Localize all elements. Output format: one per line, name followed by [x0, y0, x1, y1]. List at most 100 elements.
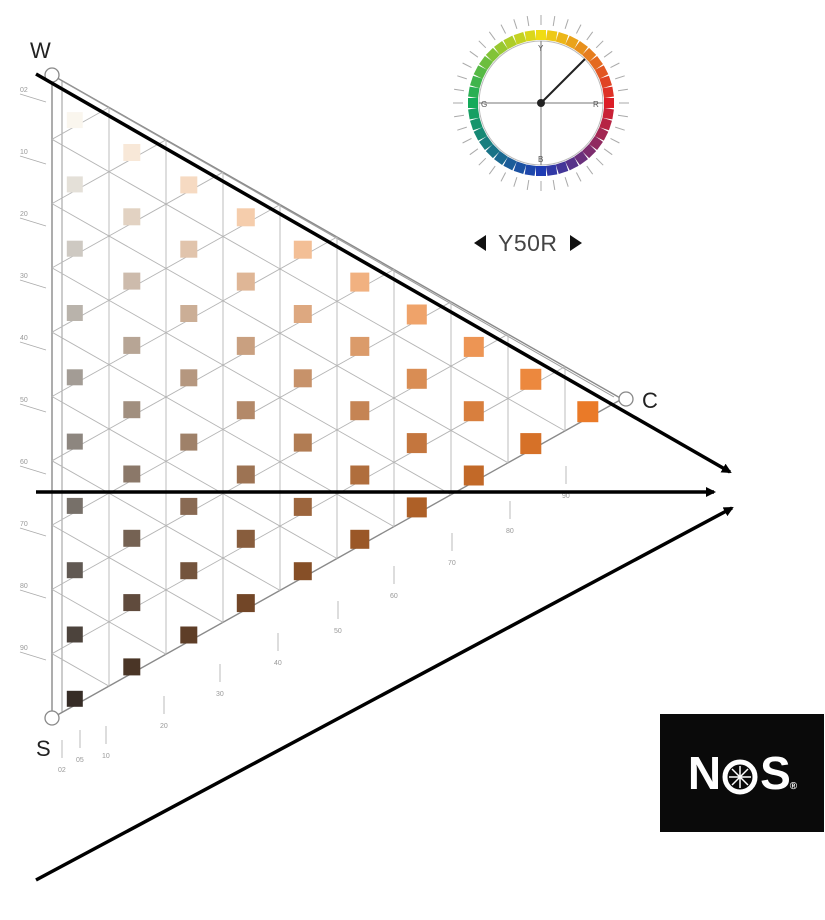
annotation-arrows [35, 72, 734, 882]
hue-tick-mark [615, 126, 625, 131]
color-swatch [123, 144, 141, 161]
hue-tick-mark [610, 137, 620, 144]
color-swatch [236, 529, 255, 548]
hue-swatch [494, 151, 508, 165]
hue-swatch [574, 151, 588, 165]
hue-swatch [574, 41, 588, 55]
hue-circle-label: R [593, 100, 599, 109]
blackness-tick-label: 50 [20, 397, 28, 404]
hue-swatch [565, 35, 579, 50]
inner-frame-line [61, 80, 615, 398]
chromaticness-tick-label: 70 [448, 560, 456, 567]
hue-tick-mark [564, 19, 569, 29]
chromatic-corner-label: C [642, 388, 658, 413]
color-swatch [66, 305, 83, 321]
chromaticness-tick-label: 20 [160, 723, 168, 730]
blackness-tick-label: 30 [20, 273, 28, 280]
hue-swatch [536, 30, 546, 40]
blackness-gridline [51, 653, 110, 687]
hue-tick-mark [469, 50, 479, 58]
logo-letter-s: S [760, 747, 791, 799]
hue-swatch [513, 31, 527, 45]
blackness-tick-mark [19, 651, 47, 661]
blackness-gridline [51, 267, 452, 496]
color-swatch [180, 433, 198, 451]
chromaticness-tick-label: 60 [390, 593, 398, 600]
hue-tick-mark [564, 177, 569, 187]
hue-swatch [479, 56, 493, 70]
hue-circle[interactable]: Y R B G [453, 15, 629, 191]
blackness-tick-mark [19, 589, 47, 599]
color-swatch [66, 497, 83, 514]
hue-swatch [469, 75, 483, 89]
hue-swatch [589, 136, 603, 150]
color-swatches [66, 112, 599, 707]
hue-swatch [536, 166, 546, 176]
color-swatch [236, 272, 255, 291]
hue-tick-mark [617, 114, 628, 118]
hue-swatch [565, 156, 579, 171]
hue-tick-mark [513, 177, 518, 187]
color-swatch [66, 240, 83, 257]
hue-tick-mark [462, 62, 472, 69]
blackness-gridline [51, 524, 224, 623]
color-swatch [577, 401, 599, 423]
blackness-gridline [51, 396, 338, 559]
color-swatch [293, 433, 312, 452]
color-swatch [180, 176, 198, 194]
hue-tick-mark [513, 19, 518, 29]
hue-tick-mark [595, 157, 604, 166]
logo-wheel-icon [720, 753, 760, 795]
hue-tick-mark [454, 114, 465, 118]
whiteness-gridline [51, 333, 509, 590]
chromaticness-tick-label: 05 [76, 757, 84, 764]
hue-swatch [468, 86, 480, 99]
blackness-tick-mark [19, 279, 47, 289]
hue-tick-mark [610, 62, 620, 69]
color-swatch [350, 529, 370, 549]
hue-tick-mark [488, 165, 496, 175]
blackness-tick-label: 40 [20, 335, 28, 342]
hue-swatch [468, 107, 480, 120]
hue-swatch [555, 161, 569, 175]
color-swatch [406, 368, 427, 389]
hue-swatch [545, 164, 558, 176]
previous-hue-arrow-icon[interactable] [474, 235, 486, 251]
color-swatch [293, 562, 312, 581]
color-swatch [463, 401, 484, 422]
blackness-tick-mark [19, 527, 47, 537]
hue-swatch [494, 41, 508, 55]
next-hue-arrow-icon[interactable] [569, 235, 582, 251]
hue-tick-mark [552, 16, 556, 27]
blackness-tick-label: 80 [20, 583, 28, 590]
color-swatch [236, 465, 255, 484]
hue-tick-mark [478, 40, 487, 49]
color-swatch [236, 208, 255, 227]
hue-pointer [540, 58, 586, 104]
hue-swatch [545, 30, 558, 42]
color-swatch [520, 433, 542, 455]
color-swatch [236, 594, 255, 613]
hue-swatch [599, 117, 613, 131]
hue-tick-mark [595, 40, 604, 49]
chromaticness-tick-label: 10 [102, 753, 110, 760]
hue-swatch [602, 107, 614, 120]
color-swatch [66, 369, 83, 386]
hue-tick-mark [457, 126, 467, 131]
black-corner-node [44, 710, 60, 726]
blackness-tick-mark [19, 465, 47, 475]
hue-swatch [485, 144, 500, 159]
ncs-logo: N S ® [660, 714, 824, 832]
chromaticness-tick-label: 40 [274, 660, 282, 667]
color-swatch [123, 465, 141, 483]
hue-tick-mark [457, 75, 467, 80]
chromaticness-tick-label: 50 [334, 628, 342, 635]
color-swatch [123, 208, 141, 226]
color-swatch [293, 369, 312, 388]
blackness-tick-mark [19, 155, 47, 165]
logo-letter-n: N [687, 747, 721, 799]
hue-tick-mark [615, 75, 625, 80]
color-swatch [293, 305, 312, 323]
hue-swatch [503, 35, 517, 50]
